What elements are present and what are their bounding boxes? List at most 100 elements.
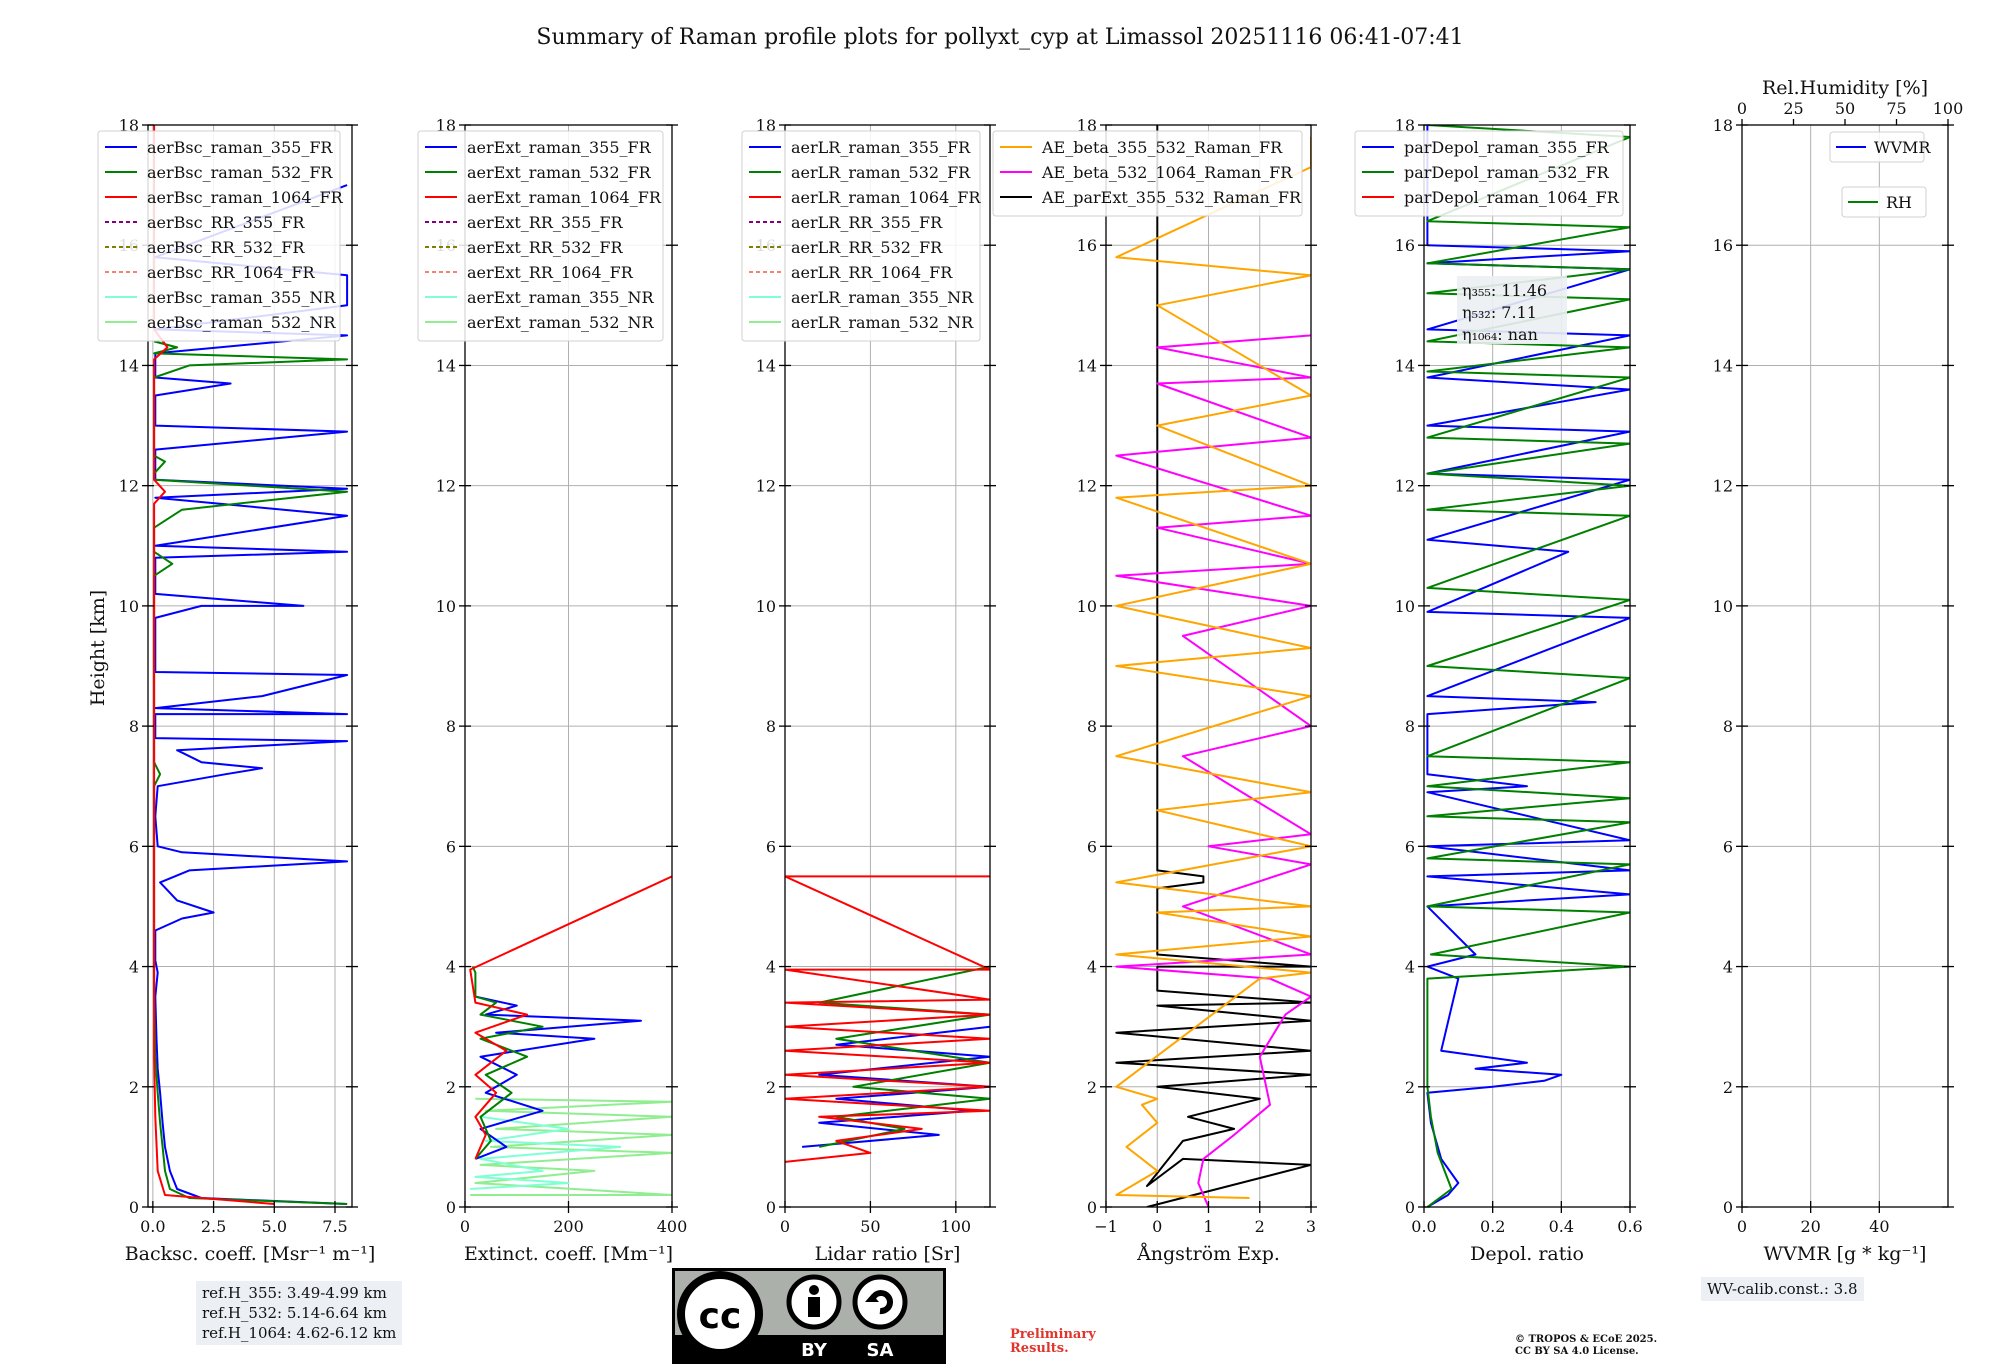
- x-tick-label: 0: [1152, 1217, 1162, 1236]
- x-tick-label: 5.0: [262, 1217, 287, 1236]
- series-group: [785, 875, 990, 1163]
- y-tick-label: 10: [756, 597, 776, 616]
- x-axis-label: Depol. ratio: [1470, 1243, 1584, 1265]
- series-line-aerExt_raman_355_NR: [470, 1115, 622, 1190]
- y-tick-label: 2: [1723, 1078, 1733, 1097]
- cc-circle-inner: [685, 1279, 755, 1349]
- ref-height-1064: ref.H_1064: 4.62-6.12 km: [202, 1324, 397, 1342]
- legend-label-aerBsc_RR_355_FR: aerBsc_RR_355_FR: [147, 213, 305, 232]
- reference-height-box: ref.H_355: 3.49-4.99 km ref.H_532: 5.14-…: [196, 1281, 403, 1345]
- series-line-aerLR_raman_1064_FR: [785, 875, 990, 1163]
- x-axis-label: WVMR [g * kg⁻¹]: [1764, 1243, 1927, 1265]
- y-tick-label: 4: [446, 958, 456, 977]
- y-tick-label: 18: [1713, 116, 1733, 135]
- legend-box: [97, 130, 341, 342]
- legend-label-parDepol_raman_532_FR: parDepol_raman_532_FR: [1404, 163, 1610, 182]
- legend-label-aerBsc_RR_1064_FR: aerBsc_RR_1064_FR: [147, 263, 316, 282]
- ref-height-355: ref.H_355: 3.49-4.99 km: [202, 1284, 387, 1302]
- y-tick-label: 2: [446, 1078, 456, 1097]
- y-tick-label: 12: [756, 477, 776, 496]
- y-tick-label: 0: [446, 1198, 456, 1217]
- y-tick-label: 6: [1723, 837, 1733, 856]
- x-axis-label: Lidar ratio [Sr]: [815, 1243, 961, 1265]
- x-tick-label: −1: [1094, 1217, 1118, 1236]
- y-tick-label: 6: [1087, 837, 1097, 856]
- y-tick-label: 10: [119, 597, 139, 616]
- legend-label-aerLR_raman_355_NR: aerLR_raman_355_NR: [791, 288, 974, 307]
- y-tick-label: 6: [446, 837, 456, 856]
- x-tick-label: 0: [780, 1217, 790, 1236]
- legend-label-AE_parExt_355_532_Raman_FR: AE_parExt_355_532_Raman_FR: [1041, 188, 1302, 207]
- y-tick-label: 4: [766, 958, 776, 977]
- figure-title: Summary of Raman profile plots for polly…: [536, 25, 1463, 50]
- legend-label-aerExt_RR_355_FR: aerExt_RR_355_FR: [467, 213, 624, 232]
- y-tick-label: 14: [1713, 356, 1733, 375]
- preliminary-line-1: Preliminary: [1010, 1327, 1096, 1342]
- y-axis-label: Height [km]: [87, 590, 109, 706]
- y-tick-label: 16: [1077, 236, 1097, 255]
- legend-box: [1829, 131, 1925, 163]
- copyright-line-1: © TROPOS & ECoE 2025.: [1515, 1334, 1658, 1345]
- y-tick-label: 2: [129, 1078, 139, 1097]
- y-tick-label: 14: [1395, 356, 1415, 375]
- x-tick-label: 0: [460, 1217, 470, 1236]
- legend-label-aerLR_raman_532_FR: aerLR_raman_532_FR: [791, 163, 971, 182]
- y-tick-label: 0: [129, 1198, 139, 1217]
- y-tick-label: 0: [1723, 1198, 1733, 1217]
- legend-label-aerLR_raman_355_FR: aerLR_raman_355_FR: [791, 138, 971, 157]
- x-tick-label: 0.0: [140, 1217, 165, 1236]
- axes-frame: [784, 124, 991, 1208]
- y-tick-label: 8: [766, 717, 776, 736]
- x-tick-label: 0.4: [1549, 1217, 1574, 1236]
- y-tick-label: 8: [1087, 717, 1097, 736]
- legend-label-aerBsc_raman_1064_FR: aerBsc_raman_1064_FR: [147, 188, 344, 207]
- series-line-aerExt_raman_1064_FR: [469, 875, 672, 1160]
- axes-frame: [147, 124, 353, 1208]
- y-tick-label: 12: [1395, 477, 1415, 496]
- legend-label-aerLR_raman_1064_FR: aerLR_raman_1064_FR: [791, 188, 981, 207]
- x-tick-label: 2: [1255, 1217, 1265, 1236]
- y-tick-label: 18: [436, 116, 456, 135]
- sa-arrowhead: [865, 1294, 879, 1302]
- top-x-tick-label: 25: [1783, 99, 1803, 118]
- y-tick-label: 10: [436, 597, 456, 616]
- top-x-tick-label: 100: [1933, 99, 1964, 118]
- wv-calib-box: WV-calib.const.: 3.8: [1701, 1277, 1864, 1301]
- subplot-ext: 0246810121416180200400Extinct. coeff. [M…: [417, 116, 688, 1265]
- subplot-depol: 0 2 4 6 8 10 12 14 16 18 0.0 0.2 0.4 0.6 Depol. ratio p…: [1354, 116, 1643, 1265]
- x-tick-label: 200: [553, 1217, 584, 1236]
- y-tick-label: 8: [446, 717, 456, 736]
- x-tick-label: 400: [657, 1217, 688, 1236]
- x-tick-label: 100: [941, 1217, 972, 1236]
- y-tick-label: 4: [1087, 958, 1097, 977]
- preliminary-results-note: Preliminary Results.: [1010, 1328, 1096, 1356]
- y-tick-label: 18: [1077, 116, 1097, 135]
- y-tick-label: 6: [766, 837, 776, 856]
- legend-box: [992, 130, 1303, 217]
- legend-label-WVMR: WVMR: [1874, 138, 1931, 157]
- series-group: [1115, 125, 1311, 1207]
- eta-annotation-line: η₃₅₅: 11.46: [1462, 281, 1547, 300]
- x-tick-label: 1: [1203, 1217, 1213, 1236]
- y-tick-label: 6: [1405, 837, 1415, 856]
- x-axis-label: Extinct. coeff. [Mm⁻¹]: [464, 1243, 673, 1265]
- series-line-aerBsc_raman_532_FR: [153, 340, 349, 1205]
- legend-label-RH: RH: [1886, 193, 1912, 212]
- top-axis-label: Rel.Humidity [%]: [1762, 77, 1928, 99]
- series-line-AE_beta_532_1064_Raman_FR: [1115, 334, 1311, 1207]
- y-tick-label: 4: [129, 958, 139, 977]
- copyright-line-2: CC BY SA 4.0 License.: [1515, 1346, 1639, 1357]
- sa-share-icon: [852, 1274, 908, 1330]
- y-tick-label: 12: [1077, 477, 1097, 496]
- x-tick-label: 2.5: [201, 1217, 226, 1236]
- eta-annotation-box: [1457, 276, 1567, 344]
- y-tick-label: 8: [1405, 717, 1415, 736]
- x-axis-label: Backsc. coeff. [Msr⁻¹ m⁻¹]: [125, 1243, 376, 1265]
- legend-label-aerExt_RR_1064_FR: aerExt_RR_1064_FR: [467, 263, 634, 282]
- y-tick-label: 10: [1713, 597, 1733, 616]
- x-tick-label: 0: [1737, 1217, 1747, 1236]
